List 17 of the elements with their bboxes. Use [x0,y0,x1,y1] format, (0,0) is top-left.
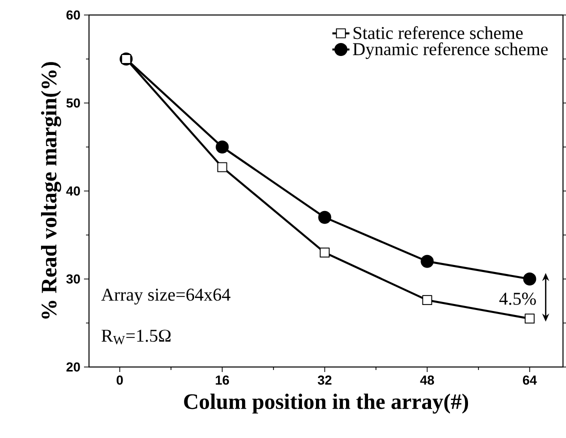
x-axis-title: Colum position in the array(#) [184,394,468,414]
legend-label: Static reference scheme [354,26,523,40]
annotation: Array size=64x64 [101,288,230,304]
y-axis-title: % Read voltage margin(%) [41,62,62,319]
x-tick-label: 32 [318,376,332,385]
y-tick-label: 30 [66,274,80,284]
x-tick-label: 16 [216,376,229,385]
annotation: 4.5% [499,292,536,305]
y-tick-label: 60 [66,10,80,20]
annotation: R$_{W}$=1.5Ω [102,330,171,344]
legend-label: Dynamic reference scheme [352,42,548,59]
x-tick-label: 64 [522,376,537,385]
x-tick-label: 0 [116,376,123,385]
y-tick-label: 20 [66,362,80,372]
y-tick-label: 40 [66,186,80,196]
y-tick-label: 50 [66,98,80,108]
x-tick-label: 48 [420,376,434,385]
